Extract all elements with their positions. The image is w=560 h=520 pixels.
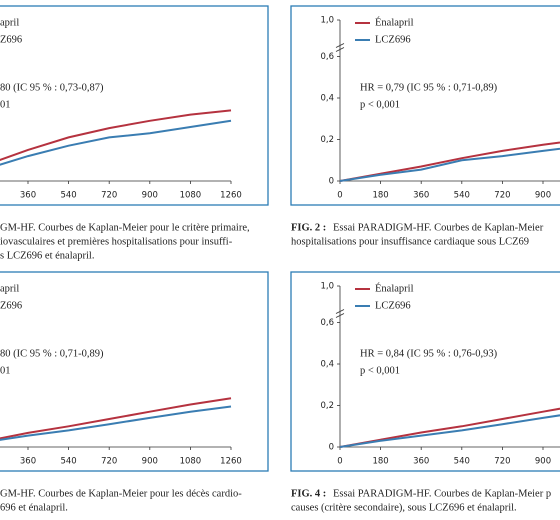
x-tick-label: 360 — [20, 457, 36, 467]
x-tick-label: 900 — [142, 457, 158, 467]
annotation: 01 — [0, 365, 11, 376]
survival-curve — [339, 414, 560, 448]
annotation: 01 — [0, 99, 11, 110]
figure-frame — [290, 271, 560, 472]
legend-label: april — [0, 283, 19, 294]
legend-label: april — [0, 17, 19, 28]
legend-label: LCZ696 — [375, 34, 411, 45]
annotation: p < 0,001 — [360, 365, 400, 376]
caption-line: hospitalisations pour insuffisance cardi… — [291, 236, 529, 247]
caption-line: GM-HF. Courbes de Kaplan-Meier pour le c… — [0, 222, 250, 233]
x-tick-label: 540 — [60, 457, 76, 467]
x-tick-label: 720 — [101, 191, 117, 201]
annotation: 80 (IC 95 % : 0,71-0,89) — [0, 348, 104, 359]
caption-line: iovasculaires et premières hospitalisati… — [0, 236, 233, 247]
y-tick-label: 0,2 — [320, 401, 334, 411]
figure-frame — [0, 271, 269, 472]
x-tick-label: 1260 — [220, 191, 242, 201]
y-tick-label: 0,4 — [320, 94, 334, 104]
x-tick-label: 0 — [337, 457, 342, 467]
axis-break — [335, 313, 345, 318]
annotation: p < 0,001 — [360, 99, 400, 110]
axis-break — [335, 309, 345, 314]
x-tick-label: 360 — [20, 191, 36, 201]
x-tick-label: 540 — [454, 191, 470, 201]
legend-label: LCZ696 — [375, 300, 411, 311]
annotation: HR = 0,84 (IC 95 % : 0,76-0,93) — [360, 348, 498, 359]
survival-curve — [339, 147, 560, 182]
caption-line: Essai PARADIGM-HF. Courbes de Kaplan-Mei… — [333, 488, 551, 499]
x-tick-label: 720 — [101, 457, 117, 467]
x-tick-label: 900 — [535, 457, 551, 467]
axis-break — [335, 43, 345, 48]
caption-line: causes (critère secondaire), sous LCZ696… — [291, 502, 517, 513]
figure-frame — [0, 5, 269, 206]
x-tick-label: 720 — [494, 457, 510, 467]
legend-label: Z696 — [0, 34, 22, 45]
legend-label: Énalapril — [375, 282, 414, 294]
caption-line: GM-HF. Courbes de Kaplan-Meier pour les … — [0, 488, 242, 499]
survival-curve — [0, 119, 232, 166]
x-tick-label: 1080 — [180, 457, 202, 467]
x-tick-label: 1260 — [220, 457, 242, 467]
caption-line: 696 et énalapril. — [0, 502, 68, 513]
x-tick-label: 1080 — [180, 191, 202, 201]
figure-label: FIG. 4 : — [291, 488, 326, 499]
survival-curve — [0, 397, 232, 440]
figure-label: FIG. 2 : — [291, 222, 326, 233]
x-tick-label: 360 — [413, 191, 429, 201]
figure-frame — [290, 5, 560, 206]
survival-curve — [339, 141, 560, 182]
axis-break — [335, 47, 345, 52]
annotation: HR = 0,79 (IC 95 % : 0,71-0,89) — [360, 82, 498, 93]
y-tick-label: 1,0 — [320, 16, 334, 26]
x-tick-label: 180 — [372, 457, 388, 467]
x-tick-label: 900 — [142, 191, 158, 201]
caption-line: s LCZ696 et énalapril. — [0, 250, 94, 261]
survival-curve — [339, 407, 560, 448]
x-tick-label: 0 — [337, 191, 342, 201]
x-tick-label: 720 — [494, 191, 510, 201]
legend-label: Énalapril — [375, 16, 414, 28]
annotation: 80 (IC 95 % : 0,73-0,87) — [0, 82, 104, 93]
y-tick-label: 0,4 — [320, 360, 334, 370]
x-tick-label: 540 — [60, 191, 76, 201]
x-tick-label: 900 — [535, 191, 551, 201]
y-tick-label: 1,0 — [320, 282, 334, 292]
x-tick-label: 360 — [413, 457, 429, 467]
y-tick-label: 0,6 — [320, 318, 334, 328]
y-tick-label: 0,2 — [320, 135, 334, 145]
y-tick-label: 0,6 — [320, 52, 334, 62]
y-tick-label: 0 — [329, 443, 334, 453]
y-tick-label: 0 — [329, 177, 334, 187]
survival-curve — [0, 405, 232, 441]
survival-curve — [0, 109, 232, 161]
legend-label: Z696 — [0, 300, 22, 311]
x-tick-label: 180 — [372, 191, 388, 201]
caption-line: Essai PARADIGM-HF. Courbes de Kaplan-Mei… — [333, 222, 544, 233]
x-tick-label: 540 — [454, 457, 470, 467]
